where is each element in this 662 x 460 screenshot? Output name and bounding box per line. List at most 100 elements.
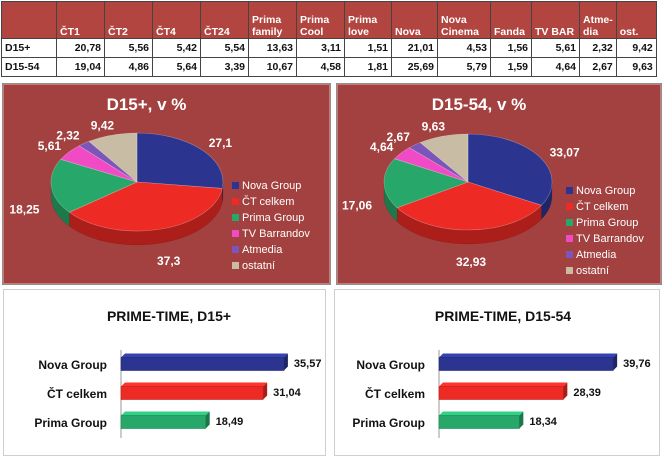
- bar-title: PRIME-TIME, D15+: [107, 308, 231, 324]
- table-row: D15-54 19,04 4,86 5,64 3,39 10,67 4,58 1,81 25,6…: [1, 57, 657, 77]
- legend-swatch: [232, 230, 239, 237]
- bar-panel-d15plus: PRIME-TIME, D15+ Nova Group 35,57 ČT celkem…: [3, 289, 326, 456]
- table-header: Prima Cool: [296, 1, 345, 39]
- legend-label: ostatní: [576, 265, 609, 277]
- bar: [120, 382, 268, 400]
- legend-label: ČT celkem: [242, 195, 294, 208]
- pie-legend: Nova Group ČT celkem Prima Group TV Barrand…: [232, 180, 310, 272]
- table-cell: 3,11: [296, 38, 345, 58]
- bar-category-label: Prima Group: [352, 416, 425, 430]
- bar-top: [121, 411, 210, 416]
- legend-swatch: [232, 182, 239, 189]
- legend-label: Atmedia: [576, 249, 617, 261]
- pie-panel-d15plus: D15+, v % 27,1 37,3 18,25 5,61 2,32 9,42 Nova G…: [2, 83, 331, 285]
- table-header: ČT24: [200, 1, 249, 39]
- bar-value-label: 35,57: [294, 358, 322, 370]
- pie-legend: Nova Group ČT celkem Prima Group TV Barrand…: [566, 185, 644, 277]
- table-cell: 9,42: [615, 38, 657, 58]
- table-cell: 1,81: [344, 57, 392, 77]
- bar-category-label: ČT celkem: [365, 386, 425, 401]
- bar-end: [205, 411, 210, 429]
- bar-front: [120, 386, 264, 400]
- bar-end: [613, 353, 618, 371]
- pie-slice: [408, 142, 469, 183]
- legend-label: TV Barrandov: [576, 233, 644, 245]
- table-header: Nova: [391, 1, 438, 39]
- bar-value-label: 18,49: [216, 416, 244, 428]
- pie-value-label: 33,07: [550, 146, 580, 160]
- row-label: D15+: [1, 38, 57, 58]
- pie-value-label: 2,67: [387, 130, 411, 144]
- table-header: Fanda: [490, 1, 532, 39]
- bar-front: [438, 415, 520, 429]
- pie-slice: [393, 147, 469, 183]
- table-cell: 10,67: [248, 57, 297, 77]
- table-cell: 25,69: [391, 57, 438, 77]
- pie-slice: [467, 133, 553, 206]
- pie-slice: [396, 181, 542, 231]
- bar: [120, 353, 288, 371]
- bar: [438, 353, 618, 371]
- bar-end: [563, 382, 568, 400]
- bar-chart-d15plus: PRIME-TIME, D15+ Nova Group 35,57 ČT celkem…: [34, 308, 322, 438]
- table-header: Prima love: [344, 1, 392, 39]
- legend-swatch: [566, 267, 573, 274]
- table-cell: 1,51: [344, 38, 392, 58]
- legend-label: ČT celkem: [576, 200, 628, 213]
- pie-slice: [78, 140, 138, 183]
- bar-category-label: Prima Group: [34, 416, 107, 430]
- table-header: Nova Cinema: [437, 1, 491, 39]
- bar-front: [120, 415, 206, 429]
- table-header: ost.: [615, 1, 657, 39]
- table-header: ČT4: [152, 1, 201, 39]
- bar-value-label: 31,04: [273, 387, 301, 399]
- table-cell: 4,64: [531, 57, 580, 77]
- legend-label: Nova Group: [242, 180, 301, 192]
- table-header: Atme-dia: [579, 1, 617, 39]
- table-header: Prima family: [248, 1, 297, 39]
- pie-value-label: 32,93: [456, 255, 486, 269]
- table-cell: 4,86: [104, 57, 153, 77]
- bar-top: [121, 382, 268, 387]
- legend-label: TV Barrandov: [242, 228, 310, 240]
- pie-value-label: 37,3: [157, 254, 181, 268]
- pie-value-label: 4,64: [370, 140, 394, 154]
- pie-value-label: 18,25: [9, 202, 39, 216]
- pie-slice: [50, 159, 138, 213]
- table-cell: 20,78: [56, 38, 105, 58]
- pie-chart-d15-54: D15-54, v % 33,07 32,93 17,06 4,642,67 9,63 No…: [342, 95, 644, 277]
- bar-chart-d15-54: PRIME-TIME, D15-54 Nova Group 39,76 ČT celk…: [352, 308, 651, 438]
- bar: [120, 411, 210, 429]
- pie-value-label: 9,42: [91, 119, 115, 133]
- pie-panel-d15-54: D15-54, v % 33,07 32,93 17,06 4,64 2,67 9,63 No…: [336, 83, 662, 285]
- table-header: ČT2: [104, 1, 153, 39]
- pie-value-label: 2,32: [56, 129, 80, 143]
- bar-top: [439, 382, 568, 387]
- table-cell: 1,56: [490, 38, 532, 58]
- bar-category-label: Nova Group: [38, 358, 107, 372]
- table-cell: 4,58: [296, 57, 345, 77]
- legend-swatch: [232, 262, 239, 269]
- pie-value-label: 9,63: [422, 120, 446, 134]
- bar-end: [263, 382, 268, 400]
- table-cell: 2,32: [579, 38, 617, 58]
- table-header: ČT1: [56, 1, 105, 39]
- bar-top: [121, 353, 288, 358]
- table-corner: [1, 1, 57, 39]
- legend-label: Prima Group: [242, 212, 304, 224]
- pie-slice: [68, 181, 223, 232]
- legend-swatch: [566, 187, 573, 194]
- bar-top: [439, 411, 524, 416]
- bar: [438, 382, 568, 400]
- table-cell: 19,04: [56, 57, 105, 77]
- bar-title: PRIME-TIME, D15-54: [435, 308, 571, 324]
- bar-value-label: 39,76: [623, 358, 651, 370]
- bar-category-label: Nova Group: [356, 358, 425, 372]
- bar-top: [439, 353, 618, 358]
- table-cell: 5,61: [531, 38, 580, 58]
- row-label: D15-54: [1, 57, 57, 77]
- pie-slice: [88, 132, 138, 183]
- pie-title: D15+, v %: [107, 95, 187, 114]
- pie-slice: [419, 133, 469, 183]
- bar-end: [519, 411, 524, 429]
